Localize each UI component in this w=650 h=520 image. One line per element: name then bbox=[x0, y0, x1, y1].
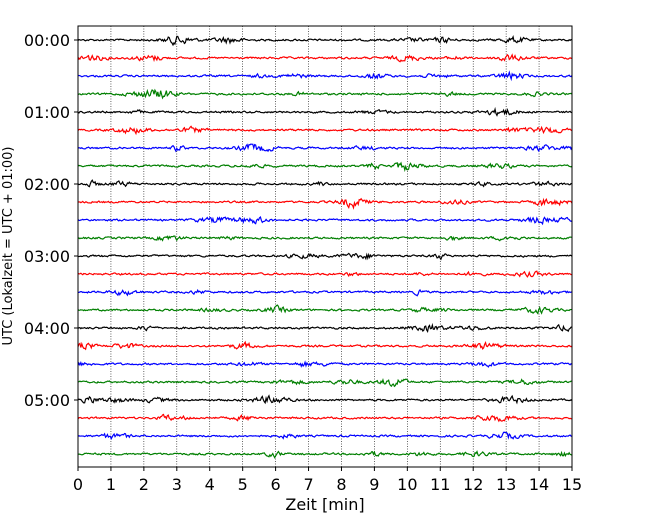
plot-frame bbox=[77, 25, 573, 468]
x-tick-label-5: 5 bbox=[238, 475, 248, 494]
x-axis-ticks: 0 1 2 3 4 5 6 7 8 9 10 11 12 13 14 15 bbox=[73, 467, 582, 494]
grid-lines bbox=[110, 26, 540, 467]
trace-13 bbox=[78, 252, 573, 261]
trace-3 bbox=[77, 70, 573, 82]
x-tick-label-12: 12 bbox=[463, 475, 483, 494]
y-tick-label-03:00: 03:00 bbox=[24, 247, 70, 266]
trace-22 bbox=[77, 413, 573, 423]
x-tick-label-6: 6 bbox=[271, 475, 281, 494]
trace-15 bbox=[77, 288, 573, 297]
trace-4 bbox=[77, 88, 573, 100]
trace-7 bbox=[77, 143, 573, 153]
trace-14 bbox=[77, 270, 573, 278]
trace-18 bbox=[77, 340, 573, 351]
trace-23 bbox=[77, 431, 573, 441]
y-tick-label-02:00: 02:00 bbox=[24, 175, 70, 194]
trace-16 bbox=[77, 304, 573, 315]
x-tick-label-1: 1 bbox=[106, 475, 116, 494]
y-tick-label-04:00: 04:00 bbox=[24, 319, 70, 338]
y-axis-label: UTC (Lokalzeit = UTC + 01:00) bbox=[1, 147, 16, 346]
trace-20 bbox=[77, 377, 573, 388]
trace-11 bbox=[77, 216, 573, 226]
seismogram-traces bbox=[77, 35, 573, 459]
x-axis-label: Zeit [min] bbox=[285, 495, 364, 514]
x-tick-label-2: 2 bbox=[139, 475, 149, 494]
trace-24 bbox=[77, 450, 573, 459]
trace-6 bbox=[77, 125, 573, 136]
trace-5 bbox=[77, 106, 573, 117]
x-tick-label-0: 0 bbox=[73, 475, 83, 494]
trace-2 bbox=[77, 53, 573, 63]
trace-19 bbox=[77, 360, 573, 368]
x-tick-label-10: 10 bbox=[397, 475, 417, 494]
y-tick-label-01:00: 01:00 bbox=[24, 103, 70, 122]
trace-1 bbox=[77, 35, 573, 47]
x-tick-label-4: 4 bbox=[205, 475, 215, 494]
x-tick-label-11: 11 bbox=[430, 475, 450, 494]
trace-10 bbox=[77, 197, 573, 210]
x-tick-label-9: 9 bbox=[369, 475, 379, 494]
y-tick-label-05:00: 05:00 bbox=[24, 391, 70, 410]
trace-12 bbox=[77, 235, 573, 242]
x-tick-label-15: 15 bbox=[562, 475, 582, 494]
trace-8 bbox=[77, 161, 573, 173]
x-tick-label-3: 3 bbox=[172, 475, 182, 494]
y-tick-label-00:00: 00:00 bbox=[24, 31, 70, 50]
trace-9 bbox=[77, 179, 573, 188]
x-tick-label-7: 7 bbox=[303, 475, 313, 494]
x-tick-label-14: 14 bbox=[529, 475, 549, 494]
trace-21 bbox=[77, 394, 573, 405]
x-tick-label-8: 8 bbox=[336, 475, 346, 494]
x-tick-label-13: 13 bbox=[496, 475, 516, 494]
y-axis-ticks: 00:00 01:00 02:00 03:00 04:00 05:00 bbox=[24, 31, 78, 410]
trace-17 bbox=[77, 322, 573, 333]
